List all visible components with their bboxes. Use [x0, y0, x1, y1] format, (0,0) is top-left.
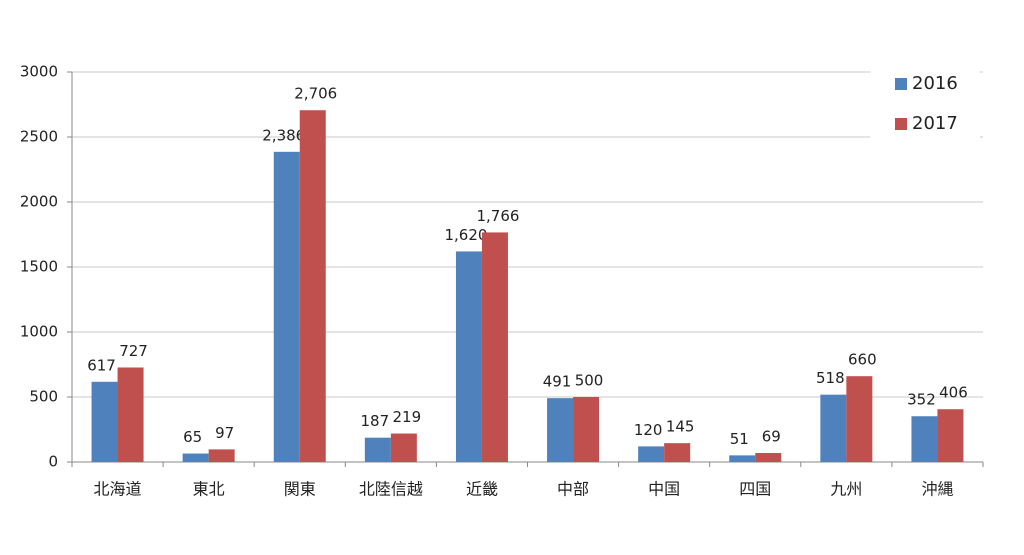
bar	[299, 110, 326, 462]
x-tick-label: 近畿	[466, 480, 498, 499]
bar	[820, 394, 847, 462]
legend-label: 2016	[912, 73, 958, 94]
bar	[547, 398, 574, 462]
value-label: 1,766	[476, 207, 519, 225]
bar	[573, 397, 600, 462]
bar	[182, 453, 209, 462]
x-tick-label: 九州	[830, 480, 862, 499]
value-label: 2,706	[294, 85, 337, 103]
bar	[638, 446, 665, 462]
value-label: 145	[666, 418, 695, 436]
value-label: 97	[215, 424, 234, 442]
bar	[273, 151, 300, 462]
bar	[729, 455, 756, 462]
value-label: 69	[762, 428, 781, 446]
value-label: 65	[183, 428, 202, 446]
bar	[911, 416, 938, 462]
y-tick-label: 500	[29, 388, 58, 406]
bar	[755, 453, 782, 462]
bar	[664, 443, 691, 462]
y-tick-label: 2500	[20, 128, 58, 146]
value-label: 518	[816, 369, 845, 387]
value-label: 51	[730, 430, 749, 448]
x-tick-label: 北海道	[94, 480, 142, 499]
value-label: 500	[575, 372, 604, 390]
bar	[390, 433, 417, 462]
bar	[208, 449, 235, 462]
value-label: 406	[939, 384, 968, 402]
value-label: 1,620	[444, 226, 487, 244]
value-label: 187	[361, 412, 390, 430]
bar	[846, 376, 873, 462]
legend-label: 2017	[912, 113, 958, 134]
x-tick-label: 中国	[648, 480, 680, 499]
y-tick-label: 0	[48, 453, 58, 471]
value-label: 491	[543, 373, 572, 391]
bar	[91, 381, 118, 462]
y-tick-label: 1500	[20, 258, 58, 276]
value-label: 727	[119, 342, 148, 360]
bar	[937, 409, 964, 462]
y-tick-label: 3000	[20, 63, 58, 81]
legend-box	[870, 62, 980, 142]
bar	[481, 232, 508, 462]
y-tick-label: 1000	[20, 323, 58, 341]
value-label: 2,386	[262, 126, 305, 144]
value-label: 617	[87, 356, 116, 374]
x-tick-label: 中部	[557, 480, 589, 499]
x-tick-label: 関東	[284, 480, 316, 499]
y-tick-label: 2000	[20, 193, 58, 211]
bar	[364, 437, 391, 462]
legend-swatch	[895, 78, 907, 90]
x-tick-label: 北陸信越	[359, 480, 423, 499]
x-tick-label: 四国	[739, 480, 771, 499]
value-label: 219	[393, 408, 422, 426]
legend-swatch	[895, 118, 907, 130]
x-tick-label: 東北	[193, 480, 225, 499]
x-tick-label: 沖縄	[921, 480, 953, 499]
bar	[117, 367, 144, 462]
bar	[455, 251, 482, 462]
value-label: 660	[848, 351, 877, 369]
value-label: 120	[634, 421, 663, 439]
value-label: 352	[907, 391, 936, 409]
